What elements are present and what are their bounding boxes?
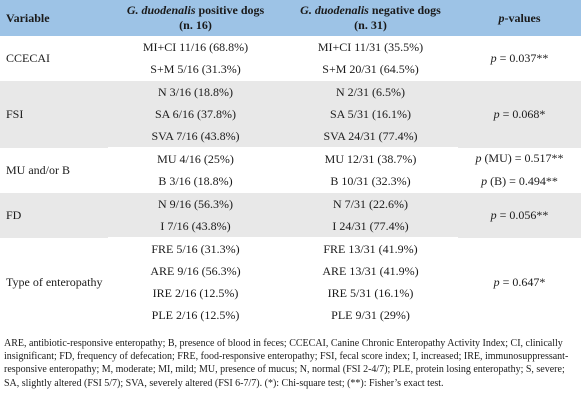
table-row: FSI N 3/16 (18.8%) N 2/31 (6.5%) p = 0.068*	[0, 80, 581, 148]
positive-value-cell: IRE 2/16 (12.5%)	[108, 282, 283, 304]
header-positive-dogs: G. duodenalis positive dogs (n. 16)	[108, 0, 283, 36]
table-row: SA 6/16 (37.8%) SA 5/31 (16.1%)	[0, 103, 581, 125]
positive-value-cell: ARE 9/16 (56.3%)	[108, 260, 283, 282]
table-row: MU and/or B MU 4/16 (25%) MU 12/31 (38.7%)…	[0, 147, 581, 193]
variable-cell: Type of enteropathy	[0, 237, 108, 327]
negative-value-cell: B 10/31 (32.3%)	[283, 170, 458, 193]
negative-value-cell: MI+CI 11/31 (35.5%)	[283, 36, 458, 58]
positive-value-cell: MU 4/16 (25%)	[108, 147, 283, 170]
negative-value-cell: ARE 13/31 (41.9%)	[283, 260, 458, 282]
negative-value-cell: PLE 9/31 (29%)	[283, 304, 458, 327]
positive-value-cell: I 7/16 (43.8%)	[108, 215, 283, 238]
table-row: B 3/16 (18.8%) B 10/31 (32.3%) p (B) = 0.4…	[0, 170, 581, 193]
variable-cell: CCECAI	[0, 36, 108, 81]
negative-value-cell: N 7/31 (22.6%)	[283, 192, 458, 215]
p-value-cell: p = 0.037**	[458, 36, 581, 81]
table-row: ARE 9/16 (56.3%) ARE 13/31 (41.9%)	[0, 260, 581, 282]
negative-value-cell: IRE 5/31 (16.1%)	[283, 282, 458, 304]
negative-value-cell: MU 12/31 (38.7%)	[283, 147, 458, 170]
positive-value-cell: N 9/16 (56.3%)	[108, 192, 283, 215]
positive-value-cell: SVA 7/16 (43.8%)	[108, 125, 283, 148]
table-footnote: ARE, antibiotic-responsive enteropathy; …	[4, 338, 569, 389]
positive-value-cell: MI+CI 11/16 (68.8%)	[108, 36, 283, 58]
negative-value-cell: FRE 13/31 (41.9%)	[283, 237, 458, 260]
variable-cell: MU and/or B	[0, 147, 108, 193]
header-p-values: p-values	[458, 0, 581, 36]
table-row: FD N 9/16 (56.3%) N 7/31 (22.6%) p = 0.056*…	[0, 192, 581, 238]
p-value-cell: p (B) = 0.494**	[458, 170, 581, 193]
header-variable: Variable	[0, 0, 108, 36]
table-row: CCECAI MI+CI 11/16 (68.8%) MI+CI 11/31 (35…	[0, 36, 581, 81]
positive-value-cell: N 3/16 (18.8%)	[108, 80, 283, 103]
table-row: I 7/16 (43.8%) I 24/31 (77.4%)	[0, 215, 581, 238]
variable-cell: FSI	[0, 80, 108, 148]
p-value-cell: p (MU) = 0.517**	[458, 147, 581, 170]
table-row: SVA 7/16 (43.8%) SVA 24/31 (77.4%)	[0, 125, 581, 148]
p-value-cell: p = 0.068*	[458, 80, 581, 148]
positive-value-cell: S+M 5/16 (31.3%)	[108, 58, 283, 81]
p-value-cell: p = 0.647*	[458, 237, 581, 327]
negative-value-cell: SA 5/31 (16.1%)	[283, 103, 458, 125]
header-negative-dogs: G. duodenalis negative dogs (n. 31)	[283, 0, 458, 36]
positive-value-cell: PLE 2/16 (12.5%)	[108, 304, 283, 327]
negative-value-cell: N 2/31 (6.5%)	[283, 80, 458, 103]
table-row: S+M 5/16 (31.3%) S+M 20/31 (64.5%)	[0, 58, 581, 81]
negative-value-cell: SVA 24/31 (77.4%)	[283, 125, 458, 148]
table-row: IRE 2/16 (12.5%) IRE 5/31 (16.1%)	[0, 282, 581, 304]
positive-value-cell: SA 6/16 (37.8%)	[108, 103, 283, 125]
table-row: PLE 2/16 (12.5%) PLE 9/31 (29%)	[0, 304, 581, 327]
negative-value-cell: I 24/31 (77.4%)	[283, 215, 458, 238]
p-value-cell: p = 0.056**	[458, 192, 581, 238]
positive-value-cell: FRE 5/16 (31.3%)	[108, 237, 283, 260]
negative-value-cell: S+M 20/31 (64.5%)	[283, 58, 458, 81]
results-table: Variable G. duodenalis positive dogs (n. …	[0, 0, 581, 327]
table-header: Variable G. duodenalis positive dogs (n. …	[0, 0, 581, 36]
positive-value-cell: B 3/16 (18.8%)	[108, 170, 283, 193]
variable-cell: FD	[0, 192, 108, 238]
table-body: CCECAI MI+CI 11/16 (68.8%) MI+CI 11/31 (35…	[0, 36, 581, 327]
table-row: Type of enteropathy FRE 5/16 (31.3%) FRE 1…	[0, 237, 581, 327]
